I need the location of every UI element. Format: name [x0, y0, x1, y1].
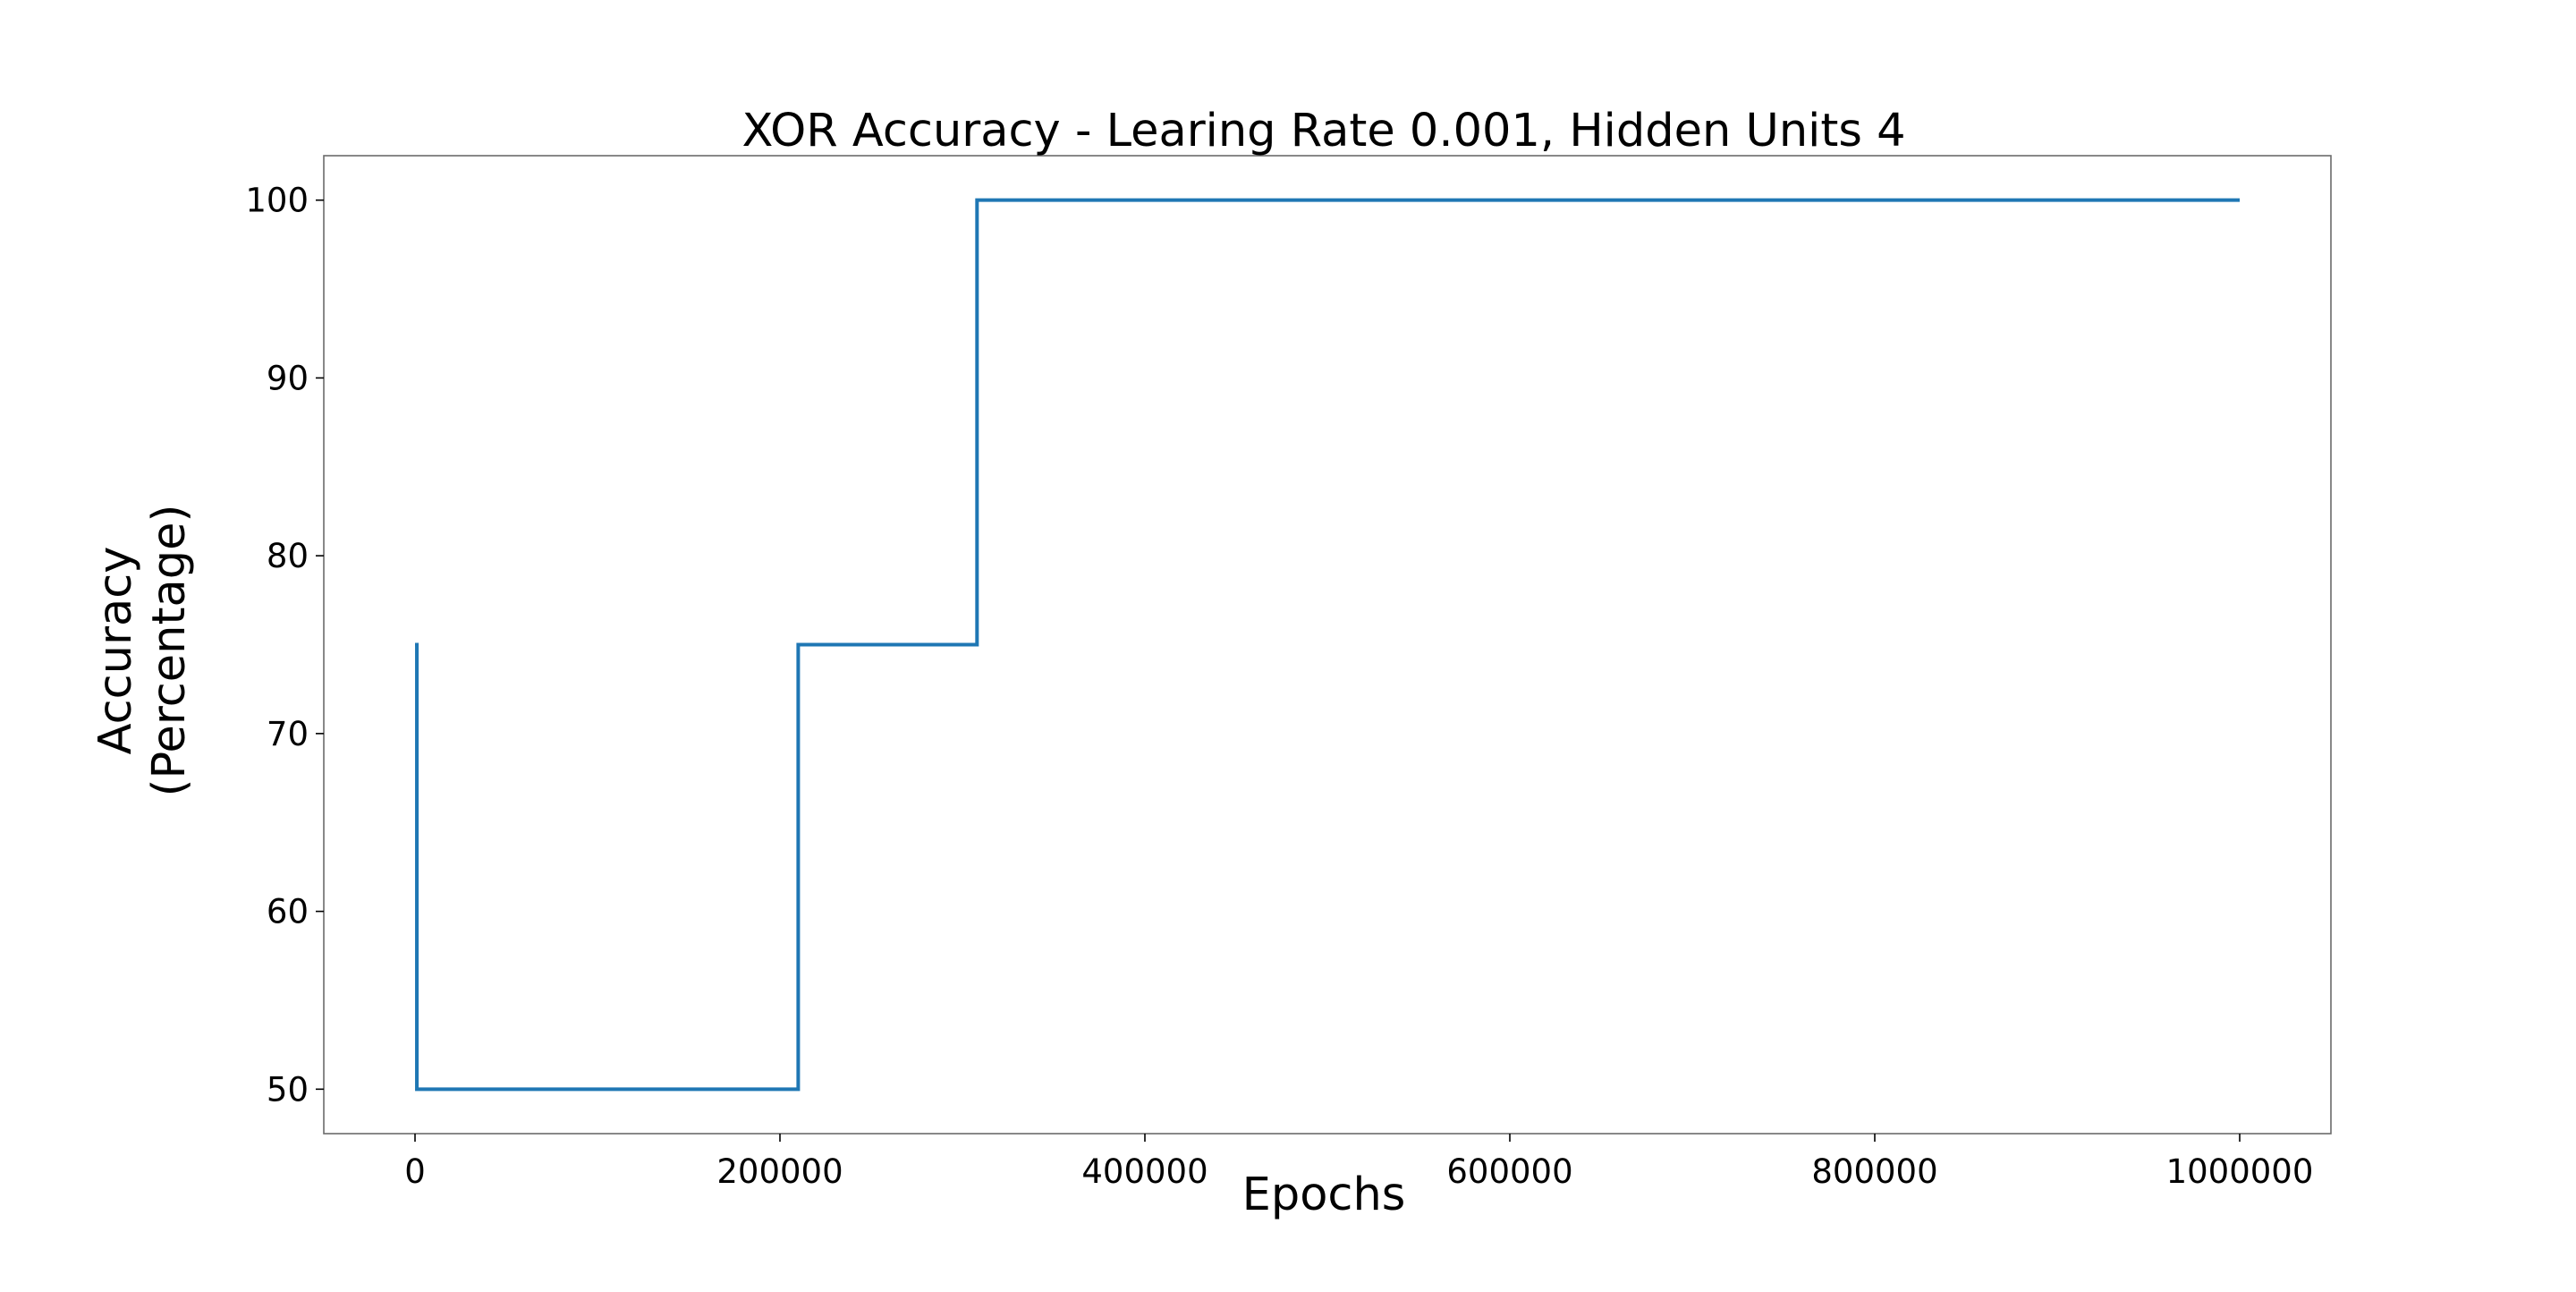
x-tick-label: 400000: [1081, 1152, 1208, 1191]
y-tick-label: 50: [267, 1070, 309, 1109]
y-tick-label: 100: [245, 182, 309, 220]
y-axis-label-line-1: Accuracy: [89, 547, 142, 755]
y-axis-label: Accuracy (Percentage): [89, 505, 196, 797]
chart-title: XOR Accuracy - Learing Rate 0.001, Hidde…: [741, 105, 1905, 157]
x-tick-label: 600000: [1446, 1152, 1572, 1191]
y-tick-label: 70: [267, 715, 309, 753]
y-tick-label: 90: [267, 359, 309, 397]
x-tick-label: 800000: [1811, 1152, 1937, 1191]
y-axis-ticks: 50 60 70 80 90 100: [245, 182, 324, 1109]
series-line-0: [415, 198, 2240, 1092]
x-axis-label: Epochs: [1242, 1169, 1406, 1221]
x-tick-label: 200000: [716, 1152, 843, 1191]
y-tick-label: 60: [267, 893, 309, 931]
x-axis-ticks: 0 200000 400000 600000 800000 1000000: [404, 1134, 2313, 1191]
plot-area: [323, 155, 2332, 1135]
x-tick-label: 0: [404, 1152, 426, 1191]
axes-frame: [323, 155, 2332, 1135]
y-tick-label: 80: [267, 537, 309, 575]
y-axis-label-line-2: (Percentage): [143, 505, 196, 797]
x-tick-label: 1000000: [2166, 1152, 2314, 1191]
